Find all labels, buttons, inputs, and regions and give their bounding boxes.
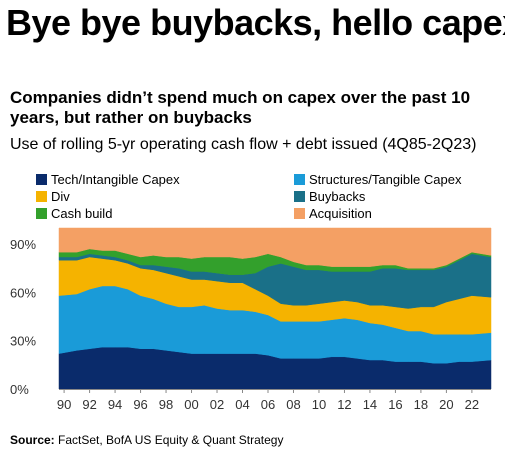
legend-label: Acquisition (309, 206, 372, 221)
x-tick-label: 04 (235, 397, 249, 412)
legend-swatch (294, 208, 305, 219)
legend-label: Div (51, 189, 70, 204)
x-tick-label: 22 (465, 397, 479, 412)
x-tick-label: 16 (388, 397, 402, 412)
x-tick-label: 14 (363, 397, 377, 412)
x-tick-label: 90 (57, 397, 71, 412)
x-tick-label: 10 (312, 397, 326, 412)
legend-swatch (294, 174, 305, 185)
legend-swatch (36, 191, 47, 202)
legend-item-tech-intangible-capex: Tech/Intangible Capex (36, 172, 180, 187)
y-tick-label: 60% (10, 285, 36, 300)
y-tick-label: 90% (10, 237, 36, 252)
x-axis: 90 92 94 96 98 00 02 04 06 08 10 12 14 16 18 20 22 (57, 389, 491, 412)
area-layers (58, 227, 492, 390)
legend-item-structures-tangible-capex: Structures/Tangible Capex (294, 172, 461, 187)
legend-label: Structures/Tangible Capex (309, 172, 462, 187)
x-tick-label: 94 (108, 397, 122, 412)
source-text: FactSet, BofA US Equity & Quant Strategy (54, 433, 284, 447)
legend-item-acquisition: Acquisition (294, 206, 372, 221)
legend-swatch (294, 191, 305, 202)
x-tick-label: 92 (82, 397, 96, 412)
legend-item-div: Div (36, 189, 70, 204)
x-tick-label: 20 (439, 397, 453, 412)
headline: Bye bye buybacks, hello capex (6, 2, 505, 43)
source-label: Source: (10, 433, 55, 447)
y-tick-label: 30% (10, 334, 36, 349)
x-tick-label: 12 (337, 397, 351, 412)
legend-swatch (36, 208, 47, 219)
chart-title: Use of rolling 5-yr operating cash flow … (10, 136, 477, 153)
legend-item-cash-build: Cash build (36, 206, 112, 221)
x-tick-label: 96 (133, 397, 147, 412)
x-tick-label: 08 (286, 397, 300, 412)
legend-label: Tech/Intangible Capex (51, 172, 180, 187)
x-tick-label: 06 (261, 397, 275, 412)
legend-swatch (36, 174, 47, 185)
x-tick-label: 18 (414, 397, 428, 412)
legend-label: Buybacks (309, 189, 366, 204)
x-tick-label: 98 (159, 397, 173, 412)
area-acquisition (58, 227, 492, 269)
x-tick-label: 00 (184, 397, 198, 412)
subtitle: Companies didn’t spend much on capex ove… (10, 88, 471, 127)
legend-item-buybacks: Buybacks (294, 189, 365, 204)
legend-label: Cash build (51, 206, 113, 221)
y-tick-label: 0% (10, 382, 29, 397)
source-note: Source: FactSet, BofA US Equity & Quant … (10, 433, 283, 447)
y-axis: 0% 30% 60% 90% (10, 237, 36, 397)
x-tick-label: 02 (210, 397, 224, 412)
